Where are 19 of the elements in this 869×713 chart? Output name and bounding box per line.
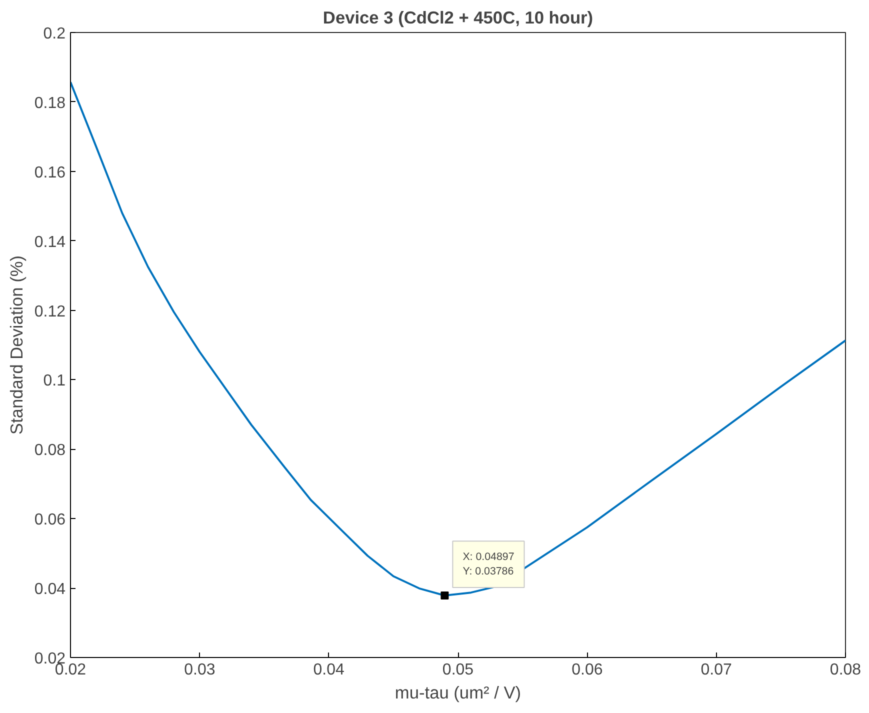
x-tick-label: 0.03 [184,662,216,678]
annotation: X: 0.04897 Y: 0.03786 [462,551,514,578]
x-tick-label: 0.04 [313,662,345,678]
x-tick-label: 0.07 [700,662,732,678]
chart-title: Device 3 (CdCl2 + 450C, 10 hour) [322,8,594,28]
y-tick-label: 0.04 [34,581,66,598]
y-tick-label: 0.2 [43,26,66,42]
x-axis-title: mu-tau (um² / V) [394,682,522,702]
y-tick-label: 0.08 [34,442,66,460]
x-tick-label: 0.08 [830,662,862,678]
y-tick-label: 0.14 [34,234,66,251]
x-tick-label: 0.05 [442,662,474,678]
y-tick-label: 0.18 [34,94,66,112]
y-tick-label: 0.16 [34,164,66,182]
y-tick-label: 0.12 [34,303,66,320]
y-axis-title: Standard Deviation (%) [6,255,26,435]
y-tick-label: 0.1 [43,372,66,390]
x-tick-label: 0.06 [572,662,603,678]
y-tick-label: 0.06 [34,512,66,529]
